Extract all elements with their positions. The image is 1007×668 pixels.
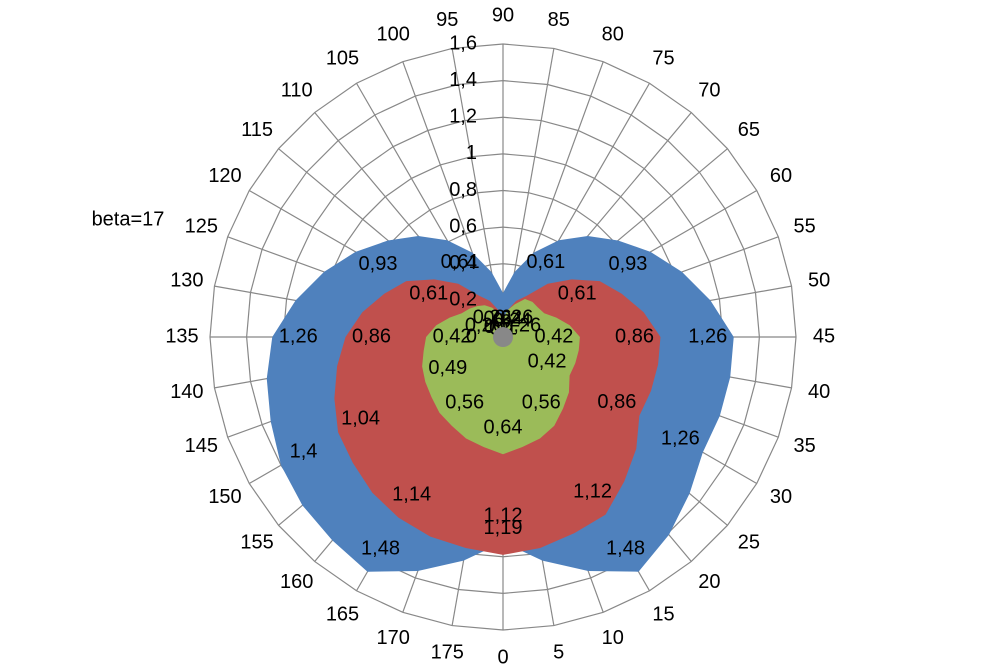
category-label: 85 <box>548 9 570 31</box>
data-label: 0,61 <box>526 251 565 273</box>
r-tick-label: 1,2 <box>449 106 477 128</box>
category-label: 105 <box>326 47 359 69</box>
category-label: 140 <box>170 381 203 403</box>
category-label: 145 <box>185 435 218 457</box>
data-label: 0,26 <box>473 307 512 329</box>
category-label: 170 <box>377 627 410 649</box>
data-label: 0,42 <box>433 325 472 347</box>
category-label: 115 <box>241 119 273 141</box>
category-label: 165 <box>326 603 359 625</box>
category-label: 160 <box>280 571 313 593</box>
data-label: 0,86 <box>615 325 654 347</box>
r-tick-label: 0,2 <box>449 289 477 311</box>
category-label: 90 <box>492 4 514 26</box>
category-label: 20 <box>698 571 720 593</box>
data-label: 1,48 <box>606 537 645 559</box>
r-tick-label: 1,4 <box>449 69 477 91</box>
data-label: 0,26 <box>465 314 504 336</box>
data-label: 0,42 <box>534 325 573 347</box>
series-area <box>422 298 580 455</box>
category-label: 95 <box>436 9 458 31</box>
category-label: 15 <box>652 603 674 625</box>
data-label: 1,4 <box>290 440 318 462</box>
data-label: 0,56 <box>522 392 561 414</box>
category-label: 125 <box>185 215 218 237</box>
r-tick-label: 0,4 <box>449 252 477 274</box>
data-label: 1,12 <box>573 480 612 502</box>
data-label: 0,64 <box>484 416 523 438</box>
category-label: 25 <box>738 532 760 554</box>
category-label: 70 <box>698 79 720 101</box>
r-tick-label: 1,6 <box>449 32 477 54</box>
data-label: 0,61 <box>409 282 448 304</box>
category-label: 45 <box>813 325 835 347</box>
category-label: 135 <box>165 325 198 347</box>
data-label: 1,48 <box>361 537 400 559</box>
r-tick-label: 1 <box>466 142 477 164</box>
category-label: 60 <box>770 165 792 187</box>
category-label: 35 <box>794 435 816 457</box>
data-label: 1,26 <box>661 428 700 450</box>
center <box>493 327 513 347</box>
r-tick-label: 0,6 <box>449 215 477 237</box>
data-label: 0,42 <box>528 351 567 373</box>
data-label: 0,24 <box>493 310 532 332</box>
data-label: 1,14 <box>392 484 431 506</box>
category-label: 50 <box>808 270 830 292</box>
category-label: 80 <box>602 24 624 46</box>
data-label: 0,26 <box>494 307 533 329</box>
data-label: 0,61 <box>558 282 597 304</box>
category-label: 110 <box>281 79 313 101</box>
category-label: 40 <box>808 381 830 403</box>
data-label: 1,19 <box>484 517 523 539</box>
category-label: 10 <box>602 627 624 649</box>
data-label: 1,04 <box>341 408 380 430</box>
category-label: 30 <box>770 486 792 508</box>
data-label: 1,12 <box>484 504 523 526</box>
data-label: 0,26 <box>502 314 541 336</box>
data-label: 0,56 <box>445 392 484 414</box>
category-label: 65 <box>738 119 760 141</box>
category-label: 150 <box>208 486 241 508</box>
category-label: 0 <box>497 646 508 668</box>
category-label: 175 <box>431 641 464 663</box>
data-label: 0,61 <box>441 251 480 273</box>
category-label: 130 <box>170 270 203 292</box>
r-tick-label: 0,8 <box>449 179 477 201</box>
data-label: 0,86 <box>352 325 391 347</box>
data-label: 0,93 <box>359 253 398 275</box>
category-label: 75 <box>652 47 674 69</box>
category-label: 155 <box>240 532 273 554</box>
data-label: 1,26 <box>279 325 318 347</box>
data-label: 0,24 <box>484 307 523 329</box>
category-label: 55 <box>794 215 816 237</box>
category-label: 5 <box>553 641 564 663</box>
data-label: 0,49 <box>428 357 467 379</box>
data-label: 0,93 <box>609 253 648 275</box>
annotation: beta=17 <box>92 208 165 230</box>
data-label: 0,86 <box>597 391 636 413</box>
r-tick-label: 0 <box>466 325 477 347</box>
category-label: 120 <box>208 165 241 187</box>
data-label: 1,26 <box>688 325 727 347</box>
category-label: 100 <box>377 24 410 46</box>
